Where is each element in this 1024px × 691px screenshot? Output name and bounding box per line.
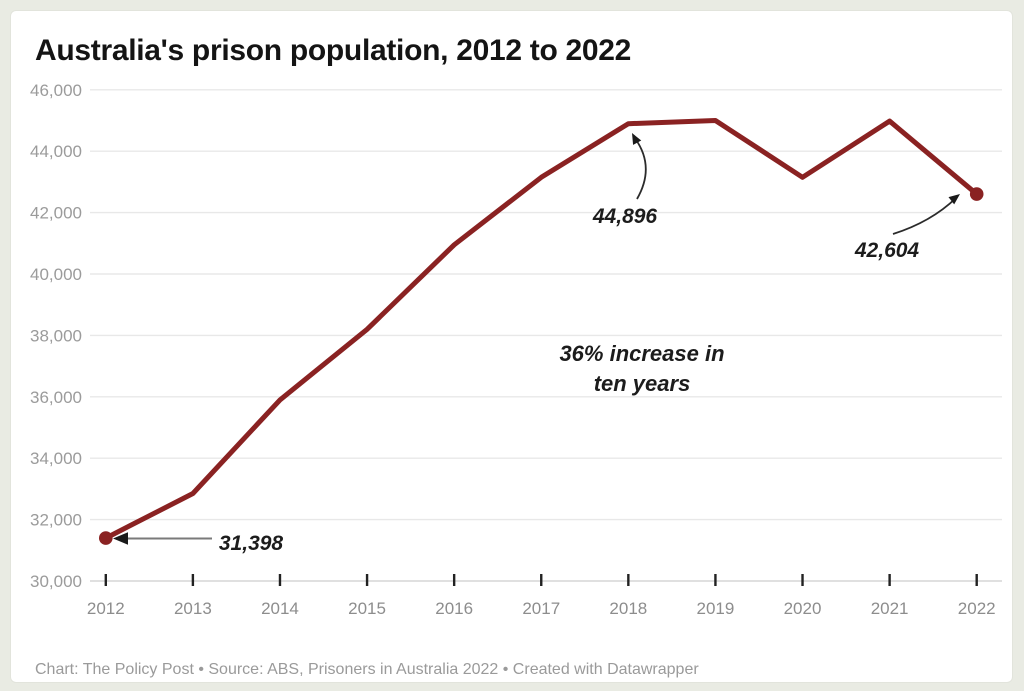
x-tick-label: 2012	[87, 599, 125, 618]
y-tick-label: 46,000	[30, 81, 82, 100]
x-tick-label: 2015	[348, 599, 386, 618]
y-tick-label: 36,000	[30, 388, 82, 407]
x-tick-label: 2018	[609, 599, 647, 618]
y-tick-label: 30,000	[30, 572, 82, 591]
chart-title: Australia's prison population, 2012 to 2…	[35, 34, 632, 67]
y-tick-label: 42,000	[30, 204, 82, 223]
ann-2012-label: 31,398	[219, 532, 284, 555]
x-tick-label: 2022	[958, 599, 996, 618]
x-tick-label: 2016	[435, 599, 473, 618]
ann-2012-arrowhead	[113, 532, 128, 545]
note-text-line: ten years	[594, 371, 691, 396]
y-tick-label: 40,000	[30, 265, 82, 284]
x-tick-label: 2019	[697, 599, 735, 618]
data-point-dot	[969, 187, 984, 201]
x-tick-label: 2021	[871, 599, 909, 618]
y-tick-label: 34,000	[30, 449, 82, 468]
ann-2018-arrowhead	[632, 133, 642, 145]
ann-2018-arrow	[633, 136, 647, 200]
note-text-line: 36% increase in	[559, 341, 724, 366]
data-point-dot	[99, 531, 113, 545]
ann-2022-arrow	[892, 197, 957, 235]
ann-2018-label: 44,896	[592, 205, 658, 228]
chart-card: Australia's prison population, 2012 to 2…	[10, 10, 1013, 683]
ann-2022-label: 42,604	[854, 239, 920, 262]
y-tick-label: 44,000	[30, 142, 82, 161]
prison-population-line	[103, 118, 980, 541]
x-tick-label: 2017	[522, 599, 560, 618]
chart-footer: Chart: The Policy Post • Source: ABS, Pr…	[35, 661, 699, 678]
y-tick-label: 38,000	[30, 326, 82, 345]
x-tick-label: 2013	[174, 599, 212, 618]
ann-2022-arrowhead	[948, 194, 960, 205]
x-tick-label: 2014	[261, 599, 299, 618]
y-tick-label: 32,000	[30, 511, 82, 530]
x-tick-label: 2020	[784, 599, 822, 618]
